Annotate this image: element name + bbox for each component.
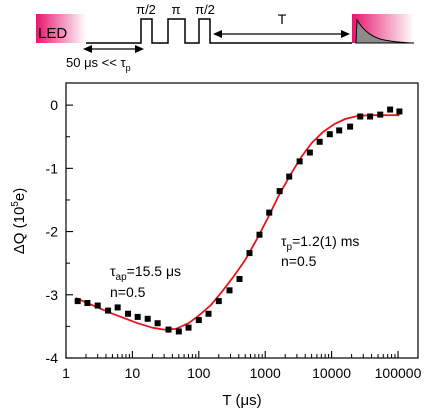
data-point [336,127,343,134]
led-label: LED [38,25,67,42]
data-point [195,317,202,324]
fit-curve [75,114,400,331]
data-point [215,298,222,305]
data-point [134,313,141,320]
data-point [154,320,161,327]
data-point [357,113,364,120]
data-point [396,108,403,115]
detection-signal-decay [355,18,415,44]
pulse-label-pi: π [172,2,181,17]
data-point [144,315,151,322]
data-point [387,106,394,113]
annotation-n-left: n=0.5 [110,284,146,300]
data-point [246,250,253,257]
data-point [347,123,354,130]
data-point [316,138,323,145]
x-tick-label: 10000 [312,365,351,381]
data-point [256,231,263,238]
fit-curve-layer [75,114,400,331]
data-point [74,298,81,305]
delay-label: T [278,11,287,27]
pulse-label-pi-half-2: π/2 [195,2,215,17]
data-point [276,188,283,195]
data-point [377,111,384,118]
data-point [165,326,172,333]
data-point [306,149,313,156]
data-point [286,173,293,180]
data-point [326,131,333,138]
plot-frame [65,82,419,359]
sequence-baseline-and-pulses [86,18,352,44]
data-point [105,307,112,314]
data-point [185,324,192,331]
y-tick-label: -2 [46,224,59,240]
x-tick-label: 10 [125,365,141,381]
x-axis-label: T (μs) [222,392,261,409]
spacing-arrow [83,45,144,53]
y-tick-label: -1 [46,160,59,176]
y-axis-ticks: 0 -1 -2 -3 -4 [46,97,73,366]
pulse-sequence-diagram: LED π/2 π π/2 T 50 μs << τp [36,2,415,73]
spacing-label: 50 μs << τp [66,55,131,73]
data-point [266,209,273,216]
y-tick-label: -4 [46,350,59,366]
data-point [125,310,132,317]
x-axis-ticks: 1 10 100 1000 10000 100000 [62,351,422,381]
data-point [236,275,243,282]
data-point [296,158,303,165]
y-tick-label: 0 [50,97,58,113]
data-point [367,113,374,120]
x-tick-label: 1000 [250,365,281,381]
pulse-label-pi-half-1: π/2 [136,2,156,17]
data-point [175,328,182,335]
annotation-n-right: n=0.5 [281,253,317,269]
plot-area: 1 10 100 1000 10000 100000 0 -1 -2 -3 -4 T (μs) Δ… [10,82,422,409]
data-point [94,302,101,309]
delay-arrow [213,30,350,38]
x-tick-label: 100 [187,365,211,381]
x-tick-label: 1 [62,365,70,381]
data-point [205,310,212,317]
led-pulse-block [36,14,86,43]
annotation-tau-ap: τap=15.5 μs [110,263,181,283]
y-axis-label: ΔQ (105e) [10,188,28,254]
data-point [114,304,121,311]
y-tick-label: -3 [46,287,59,303]
data-point [226,287,233,294]
annotation-tau-p: τp=1.2(1) ms [281,233,359,253]
data-points-layer [74,106,403,335]
x-tick-label: 100000 [375,365,422,381]
data-point [84,300,91,306]
